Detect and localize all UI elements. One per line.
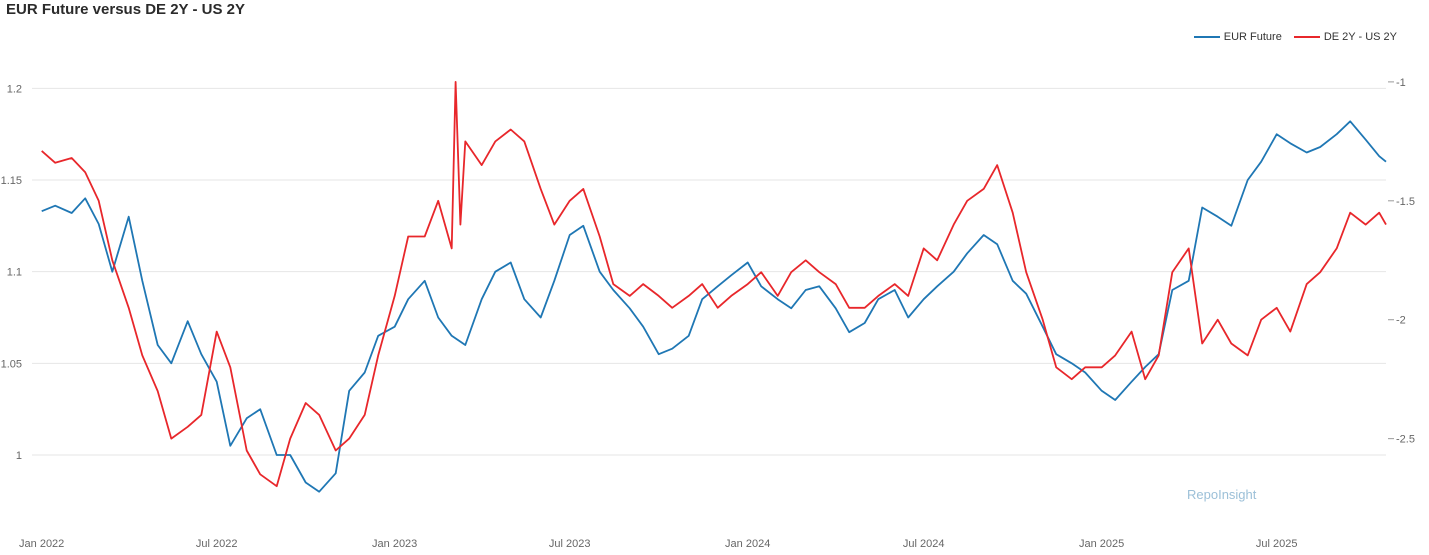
y-left-tick-label: 1.1 [7,267,22,279]
x-tick-label: Jan 2024 [725,538,770,550]
x-tick-label: Jul 2023 [549,538,591,550]
y-right-tick-label: -2 [1396,315,1406,327]
x-tick-label: Jul 2024 [903,538,945,550]
series-lines [41,81,1387,493]
y-left-tick-label: 1.15 [1,175,22,187]
grid-lines [32,87,1386,456]
legend-label-de2y-us2y: DE 2Y - US 2Y [1323,31,1397,43]
y-left-tick-label: 1.2 [7,83,22,95]
legend-swatch-de2y-us2y [1293,36,1320,38]
legend-item-eur-future[interactable]: EUR Future [1193,31,1282,43]
x-tick-label: Jul 2025 [1256,538,1298,550]
y-axis-right: -1 -1.5 -2 -2.5 [1388,77,1415,446]
x-tick-label: Jan 2025 [1079,538,1124,550]
y-axis-left: 1 1.05 1.1 1.15 1.2 [1,83,22,462]
y-right-tick-label: -2.5 [1396,434,1415,446]
legend-item-de2y-us2y[interactable]: DE 2Y - US 2Y [1293,31,1397,43]
series-line-eur-future [41,120,1387,493]
y-left-tick-label: 1 [16,450,22,462]
legend-label-eur-future: EUR Future [1223,31,1282,43]
series-line-de2y-us2y [41,81,1387,488]
x-axis: Jan 2022 Jul 2022 Jan 2023 Jul 2023 Jan 2024… [19,538,1297,550]
x-tick-label: Jan 2022 [19,538,64,550]
chart-title: EUR Future versus DE 2Y - US 2Y [6,1,245,18]
watermark: RepoInsight [1187,487,1257,502]
y-right-tick-label: -1.5 [1396,196,1415,208]
legend-swatch-eur-future [1193,36,1220,38]
chart-legend: EUR Future DE 2Y - US 2Y [1182,31,1397,43]
y-left-tick-label: 1.05 [1,358,22,370]
y-right-tick-label: -1 [1396,77,1406,89]
x-tick-label: Jul 2022 [196,538,238,550]
x-tick-label: Jan 2023 [372,538,417,550]
